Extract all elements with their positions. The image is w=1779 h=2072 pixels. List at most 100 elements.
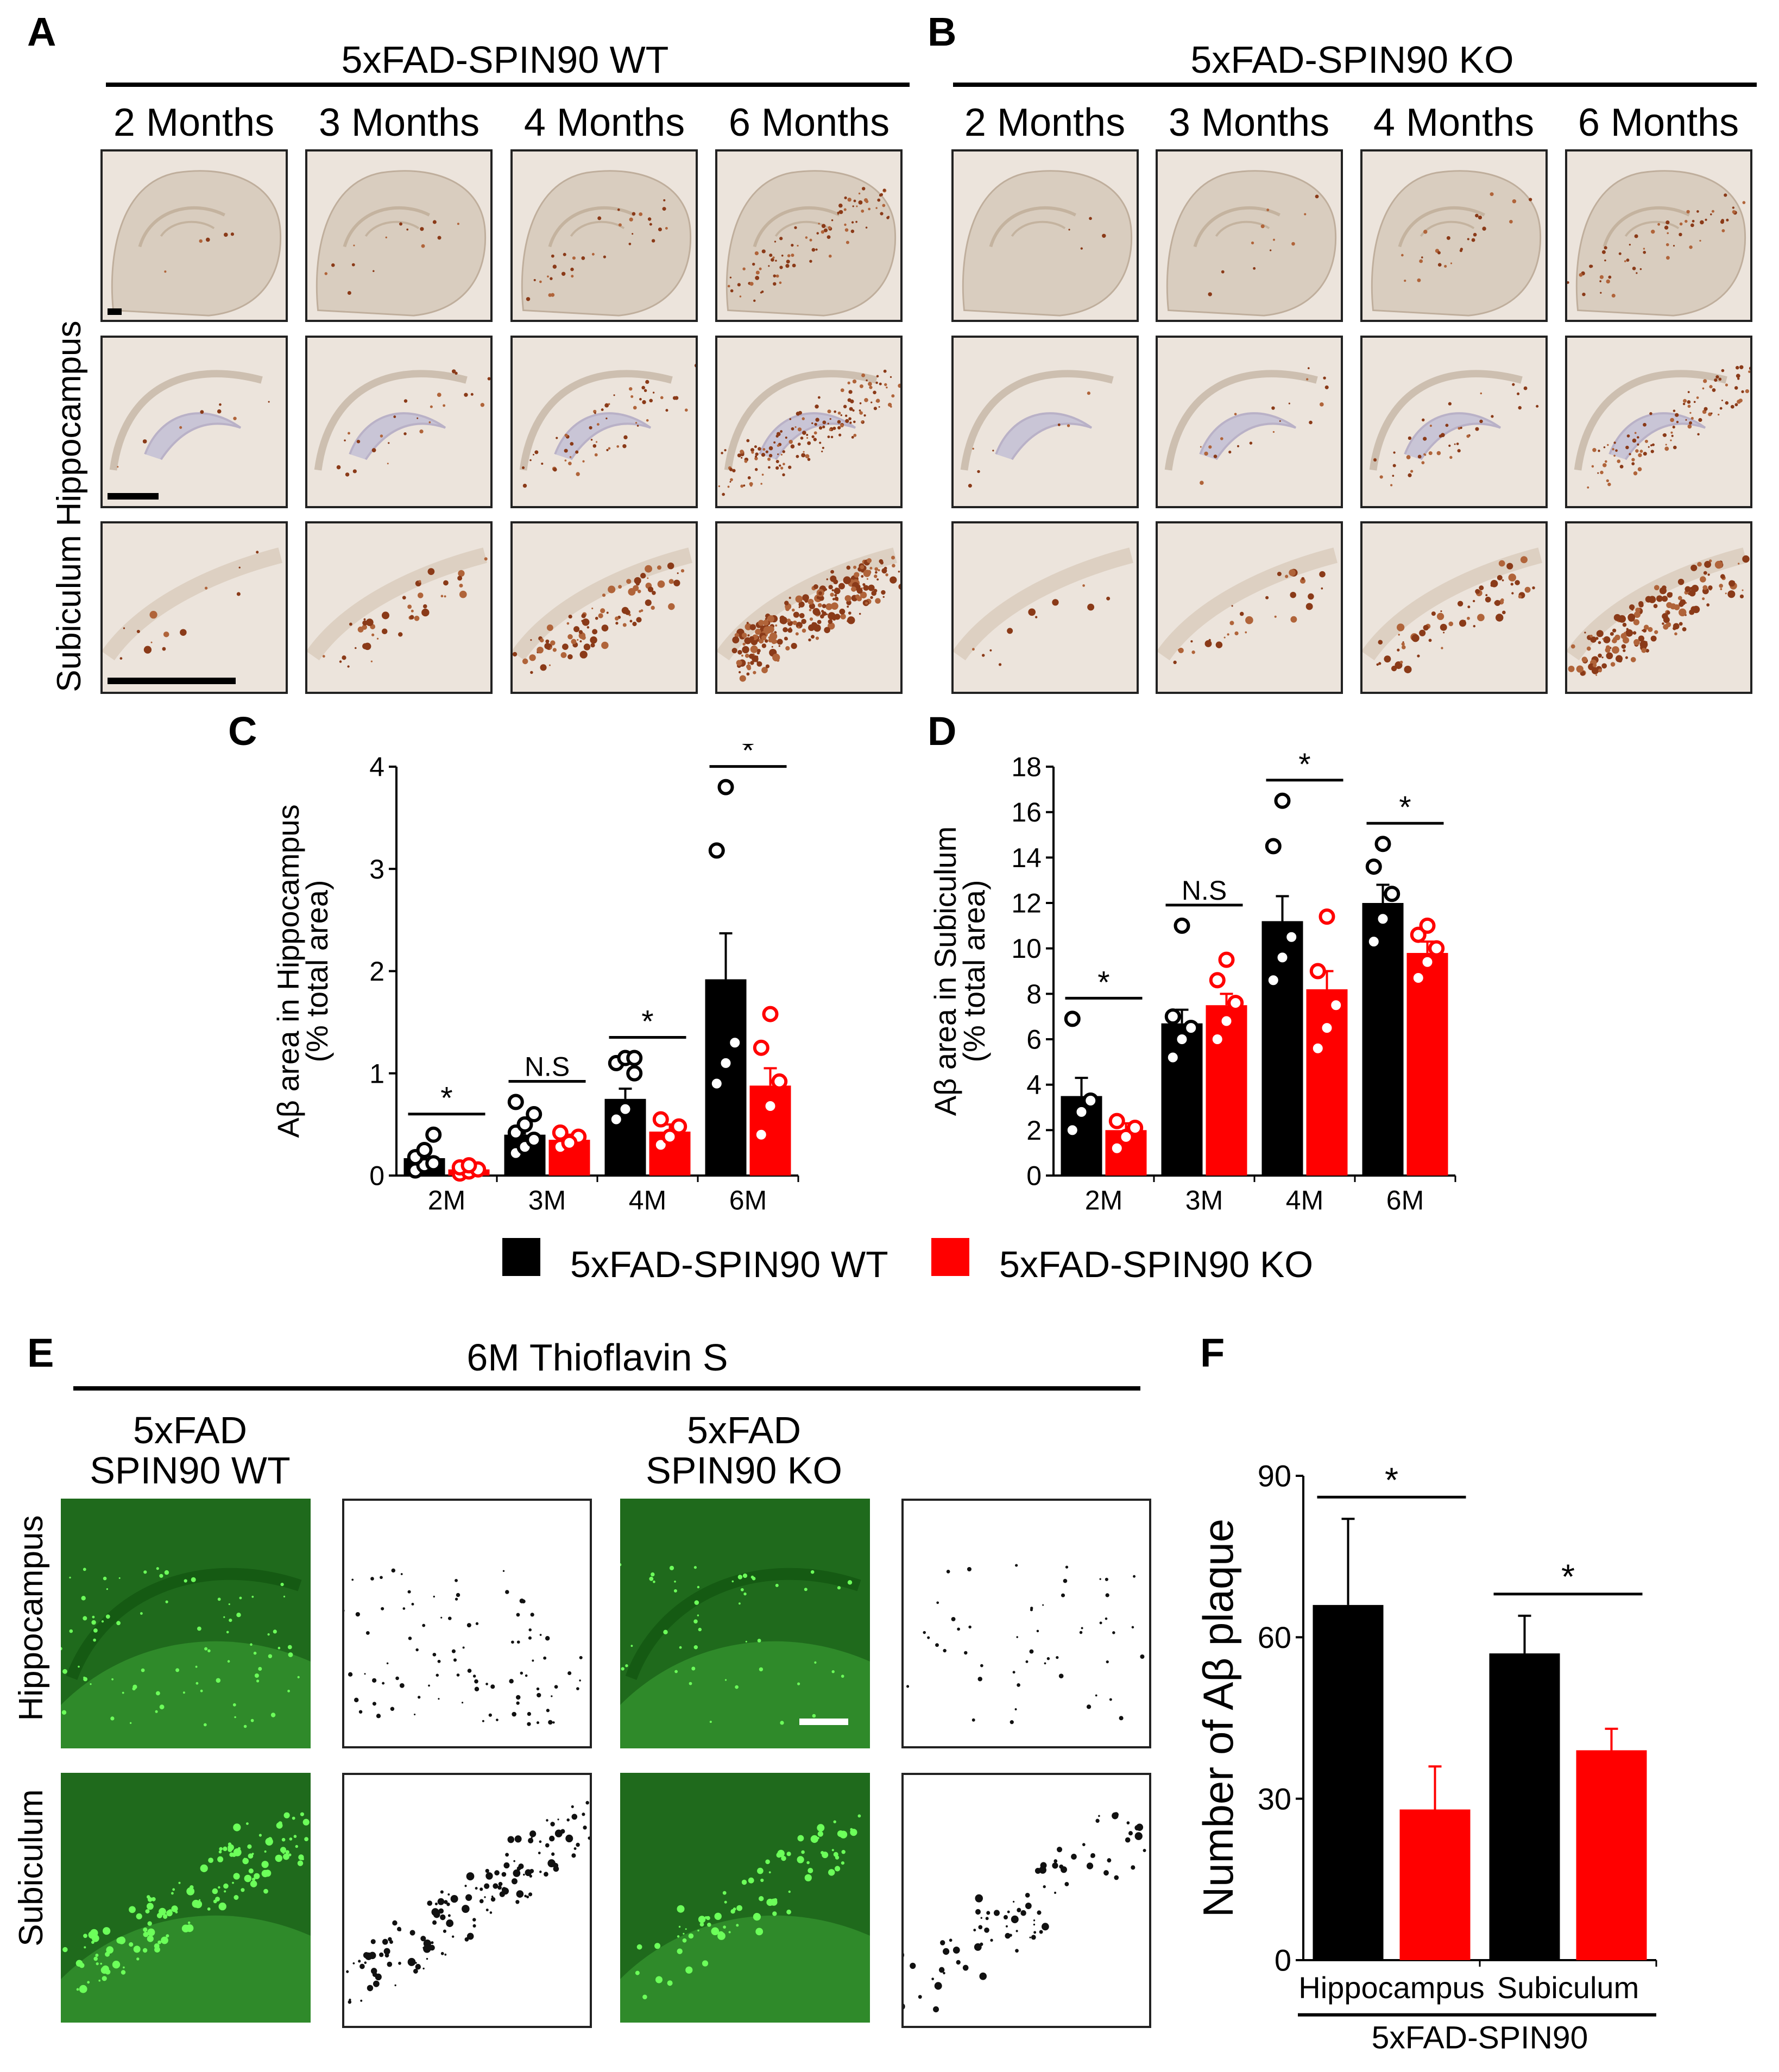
data-point-wt (1164, 1049, 1181, 1066)
chart-subiculum-area: 0 2 4 6 8 10 12 14 16 18 2M * 3M N.S 4M * 6M * Aβ area in … (928, 747, 1456, 1216)
y-tick-label: 1 (369, 1058, 384, 1089)
error-bar (1341, 1518, 1355, 1605)
hippocampus-section-image (1156, 336, 1343, 508)
scale-bar (108, 678, 236, 684)
subiculum-section-image (1565, 521, 1752, 694)
data-point-wt (1174, 1031, 1190, 1047)
error-bar (1428, 1765, 1442, 1810)
data-point-ko (1108, 1140, 1125, 1157)
y-tick-label: 18 (1011, 752, 1042, 782)
data-point-ko (1328, 997, 1345, 1014)
panel-label-a: A (27, 9, 56, 54)
data-point-wt (1274, 949, 1291, 966)
error-bar (1421, 940, 1434, 953)
data-point-ko (1209, 1031, 1226, 1047)
x-tick-label: 2M (1085, 1185, 1122, 1216)
error-bar (1605, 1727, 1618, 1751)
brain-section-image (1565, 149, 1752, 322)
data-point-wt (717, 779, 734, 795)
data-point-ko (753, 1039, 769, 1056)
data-point-wt (617, 1101, 634, 1117)
chart-hippocampus-area: 0 1 2 3 4 2M * 3M N.S 4M * 6M * Aβ area in Hippocampu… (271, 744, 799, 1216)
brain-section-image (100, 149, 288, 322)
y-tick-label: 0 (1026, 1161, 1042, 1191)
subiculum-section-image (100, 521, 288, 694)
thioflavin-binary-image (342, 1499, 592, 1748)
y-tick-label: 90 (1258, 1459, 1291, 1493)
y-tick-label: 4 (369, 752, 384, 782)
hippocampus-section-image (100, 336, 288, 508)
y-tick-label: 3 (369, 854, 384, 885)
thioflavin-fluorescence-image (61, 1499, 311, 1748)
bar-wt-Subiculum (1489, 1653, 1560, 1960)
y-axis-label: Aβ area in Hippocampus (271, 804, 305, 1138)
data-point-wt (626, 1065, 643, 1082)
month-label-a-6m: 6 Months (728, 101, 890, 144)
legend-label-wt: 5xFAD-SPIN90 WT (570, 1244, 888, 1285)
panel-label-e: E (27, 1330, 54, 1375)
y-tick-label: 0 (1275, 1943, 1291, 1978)
data-point-wt (425, 1126, 442, 1143)
data-point-ko (1209, 972, 1226, 989)
data-point-wt (526, 1132, 542, 1148)
y-tick-label: 2 (1026, 1115, 1042, 1146)
y-axis-label-units: (% total area) (300, 880, 334, 1062)
significance-label: * (1399, 790, 1411, 825)
data-point-ko (1309, 963, 1326, 980)
y-axis-label: Aβ area in Subiculum (928, 826, 962, 1116)
significance-label: * (641, 1005, 653, 1039)
bar-wt-Hippocampus (1313, 1604, 1384, 1960)
legend-label-ko: 5xFAD-SPIN90 KO (999, 1244, 1314, 1285)
error-bar (764, 1067, 777, 1086)
wt-group-rule (106, 83, 910, 87)
data-point-wt (1064, 1122, 1081, 1139)
bar-ko-6M (1406, 953, 1448, 1176)
data-point-wt (1082, 1092, 1099, 1109)
thioflavin-fluorescence-image (620, 1773, 870, 2028)
error-bar (719, 932, 733, 980)
scale-bar (108, 308, 122, 315)
data-point-ko (771, 1073, 788, 1090)
subiculum-section-image (1156, 521, 1343, 694)
legend-swatch-ko (931, 1238, 969, 1276)
subiculum-section-image (1360, 521, 1548, 694)
ko-sample-label-line1: 5xFAD (686, 1409, 802, 1451)
bar-ko-4M (1306, 989, 1348, 1176)
error-bar (1175, 1008, 1189, 1024)
thioflavin-rule (73, 1386, 1140, 1391)
ko-group-title: 5xFAD-SPIN90 KO (1190, 39, 1514, 81)
y-tick-label: 4 (1026, 1070, 1042, 1100)
data-point-wt (708, 842, 725, 859)
thioflavin-fluorescence-image (620, 1499, 870, 1748)
month-label-b-4m: 4 Months (1373, 101, 1535, 144)
y-tick-label: 12 (1011, 888, 1042, 919)
data-point-wt (507, 1094, 524, 1110)
data-point-wt (516, 1116, 533, 1133)
data-point-ko (1108, 1113, 1125, 1129)
data-point-ko (1218, 1013, 1235, 1029)
data-point-wt (1365, 933, 1382, 950)
wt-sample-label: 5xFAD SPIN90 WT (90, 1410, 291, 1490)
row-label-e-hippocampus: Hippocampus (12, 1515, 50, 1721)
data-point-wt (1064, 1010, 1081, 1027)
hippocampus-section-image (305, 336, 493, 508)
data-point-ko (1218, 951, 1235, 968)
brain-section-image (510, 149, 698, 322)
data-point-ko (460, 1157, 477, 1174)
ko-sample-label-line2: SPIN90 KO (646, 1449, 842, 1492)
significance-label: N.S (1182, 875, 1227, 906)
x-tick-label: 4M (1286, 1185, 1323, 1216)
thioflavin-fluorescence-image (61, 1773, 311, 2028)
data-point-wt (708, 1075, 725, 1092)
month-label-a-2m: 2 Months (113, 101, 275, 144)
panel-label-b: B (928, 9, 957, 54)
x-tick-label: Subiculum (1497, 1970, 1639, 2005)
hippocampus-section-image (510, 336, 698, 508)
row-label-subiculum: Subiculum (51, 535, 88, 692)
data-point-wt (1384, 886, 1401, 902)
y-tick-label: 60 (1258, 1620, 1291, 1654)
chart-plaque-count: 0 30 60 90 Hippocampus * Subiculum * Number of A… (1195, 1459, 1657, 2055)
data-point-ko (753, 1126, 769, 1143)
data-point-ko (1118, 1128, 1134, 1145)
data-point-wt (1374, 911, 1391, 927)
